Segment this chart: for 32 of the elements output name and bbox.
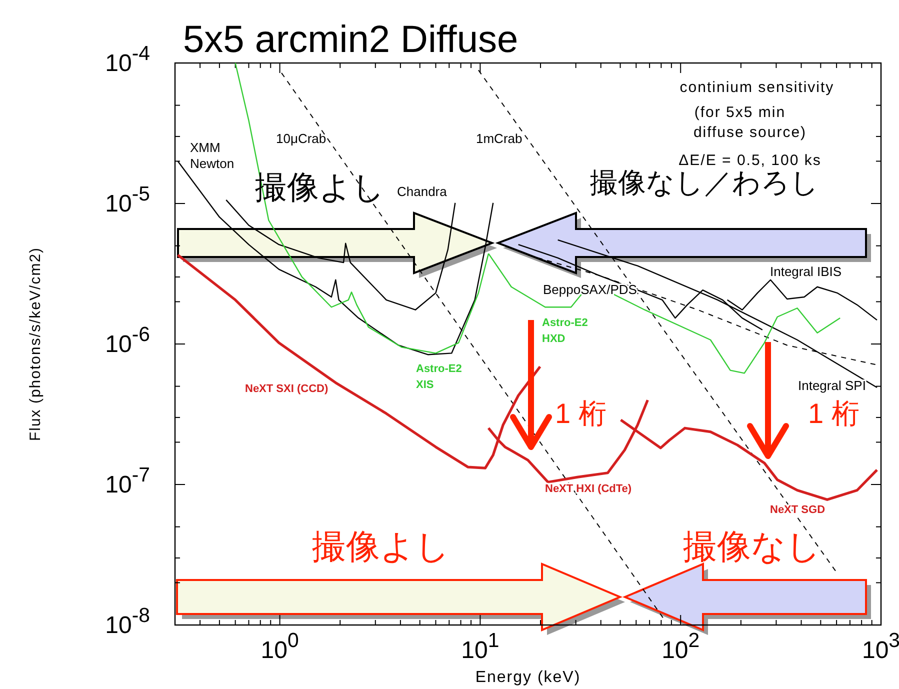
series-label: NeXT SGD: [770, 504, 826, 516]
series-label: Astro-E2 HXD: [542, 317, 588, 345]
y-tick-label: 10$^{-6}$: [105, 324, 150, 358]
chart-title: 5x5 arcmin2 Diffuse: [183, 19, 518, 61]
annotation: diffuse source): [693, 124, 807, 141]
y-tick-label: 10$^{-8}$: [105, 605, 150, 639]
series-label: Astro-E2 XIS: [416, 363, 462, 391]
series-label: NeXT HXI (CdTe): [545, 483, 632, 495]
annotation: 撮像なし: [683, 528, 821, 566]
x-tick-label: 10$^{2}$: [662, 630, 700, 664]
annotation: 撮像なし／わろし: [590, 167, 819, 198]
y-tick-label: 10$^{-7}$: [105, 464, 150, 498]
series-label: XMM Newton: [190, 140, 234, 171]
annotation: (for 5x5 min: [694, 104, 786, 121]
series-label: NeXT SXI (CCD): [245, 383, 328, 395]
x-tick-label: 10$^{3}$: [862, 630, 899, 664]
x-tick-label: 10$^{1}$: [461, 630, 500, 664]
x-tick-label: 10$^{0}$: [260, 630, 299, 664]
series-label: Chandra: [397, 184, 448, 199]
series-label: 10μCrab: [276, 131, 326, 146]
annotation: 1 桁: [808, 398, 860, 429]
y-axis-title: Flux (photons/s/keV/cm2): [27, 246, 44, 442]
series-label: Integral IBIS: [770, 264, 842, 279]
annotation: 撮像よし: [312, 528, 450, 566]
y-tick-label: 10$^{-4}$: [105, 43, 150, 77]
annotation: ΔE/E = 0.5, 100 ks: [678, 152, 822, 169]
series-label: 1mCrab: [476, 131, 522, 146]
y-tick-label: 10$^{-5}$: [105, 184, 150, 218]
annotation: continium sensitivity: [680, 79, 834, 96]
annotation: 1 桁: [555, 398, 606, 429]
legend-label: Integral SPI: [798, 378, 866, 393]
x-axis-title: Energy (keV): [475, 669, 581, 686]
